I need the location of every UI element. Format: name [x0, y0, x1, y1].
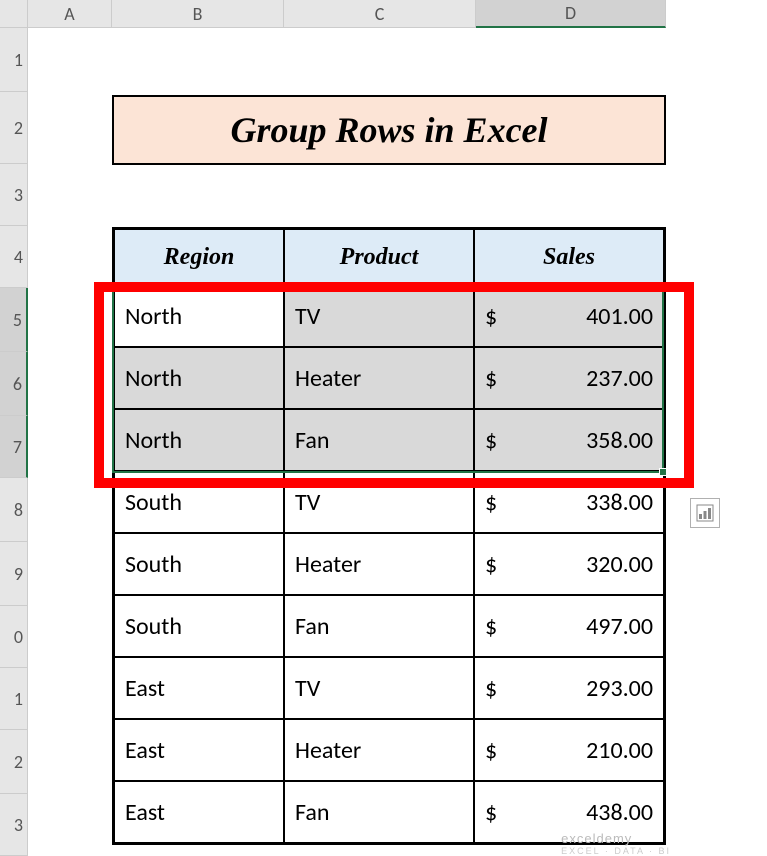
- row-header-4[interactable]: 4: [0, 226, 28, 288]
- cell-product[interactable]: Fan: [284, 781, 474, 843]
- quick-analysis-glyph: [696, 504, 714, 522]
- cell-product[interactable]: TV: [284, 285, 474, 347]
- table-row: NorthHeater$237.00: [114, 347, 664, 409]
- row-header-6[interactable]: 6: [0, 352, 28, 416]
- cell-sales[interactable]: $338.00: [474, 471, 664, 533]
- cell-product[interactable]: TV: [284, 657, 474, 719]
- watermark-sub: EXCEL · DATA · BI: [561, 846, 671, 856]
- table-body: NorthTV$401.00NorthHeater$237.00NorthFan…: [114, 285, 664, 843]
- cell-product[interactable]: Heater: [284, 347, 474, 409]
- currency-symbol: $: [485, 798, 497, 827]
- data-table: Region Product Sales NorthTV$401.00North…: [112, 227, 666, 845]
- cell-region[interactable]: East: [114, 657, 284, 719]
- sales-value: 338.00: [497, 488, 653, 517]
- select-all-corner[interactable]: [0, 0, 28, 28]
- row-header-7[interactable]: 7: [0, 416, 28, 478]
- row-header-11[interactable]: 1: [0, 668, 28, 730]
- cell-region[interactable]: East: [114, 719, 284, 781]
- cell-region[interactable]: North: [114, 347, 284, 409]
- cell-sales[interactable]: $293.00: [474, 657, 664, 719]
- row-header-12[interactable]: 2: [0, 730, 28, 794]
- table-row: NorthTV$401.00: [114, 285, 664, 347]
- header-product[interactable]: Product: [284, 229, 474, 285]
- cell-sales[interactable]: $320.00: [474, 533, 664, 595]
- cell-region[interactable]: South: [114, 533, 284, 595]
- row-header-1[interactable]: 1: [0, 28, 28, 92]
- column-headers: A B C D: [0, 0, 666, 28]
- cell-region[interactable]: North: [114, 285, 284, 347]
- watermark: exceldemy EXCEL · DATA · BI: [561, 831, 671, 856]
- cell-region[interactable]: East: [114, 781, 284, 843]
- col-header-D[interactable]: D: [476, 0, 666, 28]
- cell-sales[interactable]: $358.00: [474, 409, 664, 471]
- cell-region[interactable]: South: [114, 471, 284, 533]
- watermark-main: exceldemy: [561, 831, 632, 846]
- sales-value: 497.00: [497, 612, 653, 641]
- cell-sales[interactable]: $497.00: [474, 595, 664, 657]
- row-headers: 1 2 3 4 5 6 7 8 9 0 1 2 3: [0, 28, 28, 856]
- cell-sales[interactable]: $401.00: [474, 285, 664, 347]
- header-region[interactable]: Region: [114, 229, 284, 285]
- row-header-13[interactable]: 3: [0, 794, 28, 856]
- quick-analysis-icon[interactable]: [690, 498, 720, 528]
- currency-symbol: $: [485, 364, 497, 393]
- title-text: Group Rows in Excel: [230, 109, 547, 151]
- table-row: EastTV$293.00: [114, 657, 664, 719]
- cell-product[interactable]: Heater: [284, 719, 474, 781]
- table-row: EastHeater$210.00: [114, 719, 664, 781]
- currency-symbol: $: [485, 550, 497, 579]
- sales-value: 401.00: [497, 302, 653, 331]
- spreadsheet-grid: A B C D 1 2 3 4 5 6 7 8 9 0 1 2 3 Group …: [0, 0, 767, 854]
- currency-symbol: $: [485, 426, 497, 455]
- table-row: SouthHeater$320.00: [114, 533, 664, 595]
- col-header-B[interactable]: B: [112, 0, 284, 28]
- sales-value: 320.00: [497, 550, 653, 579]
- row-header-8[interactable]: 8: [0, 478, 28, 542]
- sales-value: 237.00: [497, 364, 653, 393]
- cell-region[interactable]: South: [114, 595, 284, 657]
- table-row: NorthFan$358.00: [114, 409, 664, 471]
- row-header-10[interactable]: 0: [0, 606, 28, 668]
- row-header-5[interactable]: 5: [0, 288, 28, 352]
- cell-product[interactable]: Fan: [284, 595, 474, 657]
- title-cell[interactable]: Group Rows in Excel: [112, 95, 666, 165]
- sales-value: 358.00: [497, 426, 653, 455]
- cell-sales[interactable]: $210.00: [474, 719, 664, 781]
- cell-product[interactable]: TV: [284, 471, 474, 533]
- row-header-9[interactable]: 9: [0, 542, 28, 606]
- row-header-3[interactable]: 3: [0, 164, 28, 226]
- currency-symbol: $: [485, 736, 497, 765]
- table-row: SouthTV$338.00: [114, 471, 664, 533]
- sales-value: 438.00: [497, 798, 653, 827]
- cell-region[interactable]: North: [114, 409, 284, 471]
- currency-symbol: $: [485, 302, 497, 331]
- table-header-row: Region Product Sales: [114, 229, 664, 285]
- currency-symbol: $: [485, 674, 497, 703]
- currency-symbol: $: [485, 612, 497, 641]
- row-header-2[interactable]: 2: [0, 92, 28, 164]
- col-header-A[interactable]: A: [28, 0, 112, 28]
- col-header-C[interactable]: C: [284, 0, 476, 28]
- cell-sales[interactable]: $237.00: [474, 347, 664, 409]
- sales-value: 210.00: [497, 736, 653, 765]
- cell-product[interactable]: Heater: [284, 533, 474, 595]
- table-row: SouthFan$497.00: [114, 595, 664, 657]
- header-sales[interactable]: Sales: [474, 229, 664, 285]
- currency-symbol: $: [485, 488, 497, 517]
- cell-product[interactable]: Fan: [284, 409, 474, 471]
- sales-value: 293.00: [497, 674, 653, 703]
